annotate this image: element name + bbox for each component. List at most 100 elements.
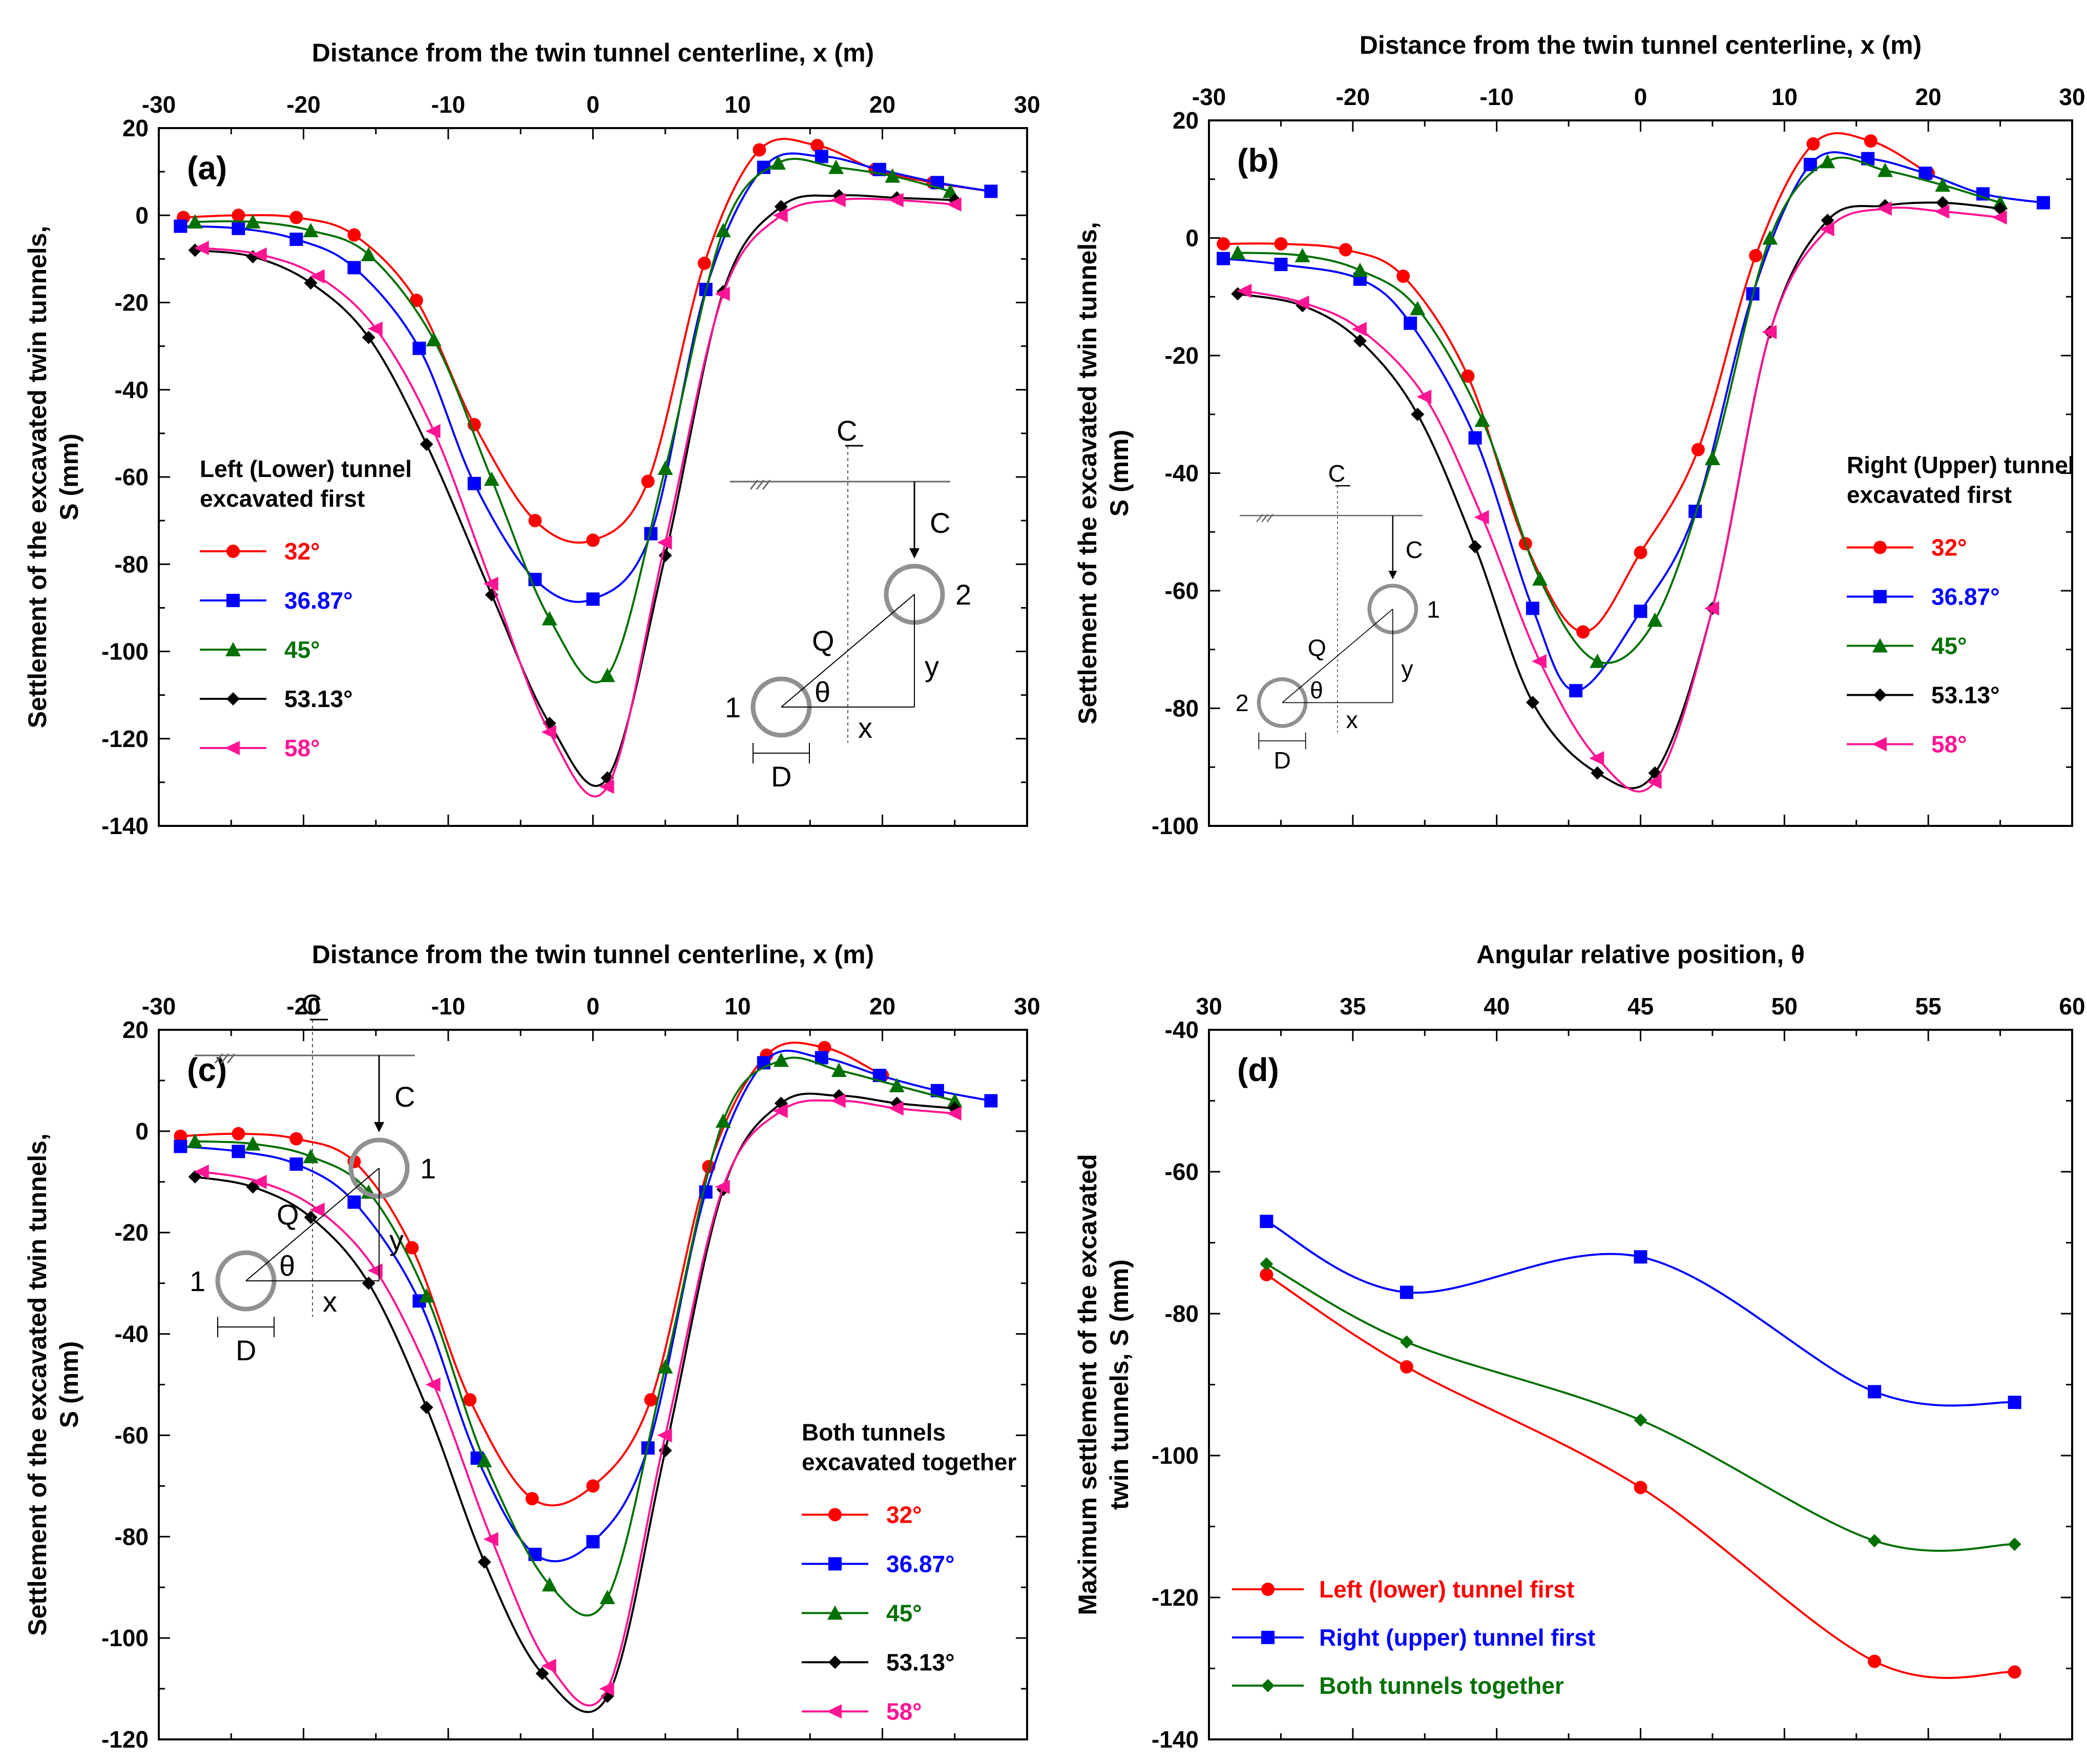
legend: Left (Lower) tunnel excavated first 32° 36.… xyxy=(200,455,412,761)
panel-b: -30 -20 -10 0 10 20 30-100-80-60-40-20020Dista… xyxy=(1073,31,2085,839)
y-axis-title-line1: Maximum settlement of the excavated xyxy=(1073,1154,1102,1615)
x-tick-label: 0 xyxy=(587,993,600,1020)
data-point xyxy=(1934,204,1950,219)
data-point xyxy=(541,1658,556,1673)
data-point xyxy=(1634,546,1647,559)
data-point xyxy=(174,1129,187,1143)
legend-entry-label: 53.13° xyxy=(284,686,353,712)
data-point xyxy=(361,246,377,261)
y-tick-label: -80 xyxy=(1165,1300,1199,1327)
legend-swatch-marker xyxy=(828,1557,842,1571)
data-point xyxy=(1704,450,1720,465)
x-tick-label: 60 xyxy=(2059,993,2085,1020)
legend-swatch-marker xyxy=(1261,1679,1275,1692)
data-point xyxy=(309,1202,325,1217)
data-point xyxy=(1531,654,1547,669)
panel-label: (c) xyxy=(187,1051,227,1088)
legend-entry-label: 53.13° xyxy=(1931,682,2000,709)
y-tick-label: -120 xyxy=(1152,1584,1199,1611)
x-tick-label: 50 xyxy=(1771,993,1798,1020)
data-point xyxy=(1351,322,1367,337)
x-tick-label: 30 xyxy=(1014,993,1040,1020)
theta-label: θ xyxy=(279,1250,295,1282)
data-point xyxy=(425,424,441,439)
panel-a: -30 -20 -10 0 10 20 30-140-120-100-80-60-40-20… xyxy=(23,38,1040,839)
data-point xyxy=(1864,134,1877,148)
series-Left-lower-tunnel-first xyxy=(1260,1268,2021,1679)
y-tick-label: -100 xyxy=(101,638,149,665)
series-45 xyxy=(187,1052,963,1616)
legend: Both tunnels excavated together 32° 36.87° 4… xyxy=(802,1419,1016,1725)
data-point xyxy=(1339,243,1352,257)
data-point xyxy=(2036,196,2050,210)
data-point xyxy=(586,1479,600,1493)
x-tick-label: -20 xyxy=(1336,84,1370,110)
cover-arrow xyxy=(909,548,920,558)
data-point xyxy=(586,533,600,547)
data-point xyxy=(1918,167,1932,180)
data-point xyxy=(1237,283,1252,298)
x-tick-label: 30 xyxy=(1196,993,1222,1020)
y-tick-label: -100 xyxy=(101,1625,149,1651)
legend-title: excavated together xyxy=(802,1448,1016,1475)
y-tick-label: -140 xyxy=(101,813,149,839)
data-point xyxy=(483,1532,498,1547)
x-tick-label: 10 xyxy=(724,91,750,118)
series-36-87 xyxy=(174,150,998,606)
y-tick-label: -60 xyxy=(1165,577,1199,604)
data-point xyxy=(289,211,303,224)
legend-swatch-marker xyxy=(1872,638,1888,653)
x-tick-label: -20 xyxy=(286,91,320,118)
data-point xyxy=(1868,1654,1882,1668)
data-point xyxy=(1876,201,1892,216)
data-point xyxy=(657,535,672,550)
data-point xyxy=(362,330,375,344)
data-point xyxy=(1468,431,1482,445)
data-point xyxy=(1868,1385,1882,1399)
data-point xyxy=(1353,334,1367,348)
series-line xyxy=(180,1049,991,1563)
y-label: y xyxy=(1401,656,1413,682)
data-point xyxy=(599,779,614,794)
legend-entry-label: 45° xyxy=(284,636,320,663)
data-point xyxy=(412,341,426,355)
data-point xyxy=(409,294,423,307)
data-point xyxy=(1260,1268,1274,1281)
legend-swatch-marker xyxy=(1261,1583,1275,1596)
x-axis-title: Distance from the twin tunnel centerline… xyxy=(312,940,874,969)
data-point xyxy=(818,1041,831,1054)
data-point xyxy=(463,1393,477,1407)
data-point xyxy=(1295,247,1310,262)
data-point xyxy=(753,143,766,157)
data-point xyxy=(1762,230,1778,245)
series-line xyxy=(180,1042,883,1507)
data-point xyxy=(303,1149,319,1164)
series-36-87 xyxy=(174,1049,998,1563)
series-Right-upper-tunnel-first xyxy=(1260,1214,2021,1409)
data-point xyxy=(2008,1665,2021,1679)
x-tick-label: 35 xyxy=(1340,993,1366,1020)
data-point xyxy=(644,1393,658,1407)
legend-swatch-marker xyxy=(1873,590,1887,604)
series-58 xyxy=(1237,201,2007,793)
x-tick-label: -30 xyxy=(1192,84,1226,110)
y-tick-label: -60 xyxy=(1165,1158,1199,1185)
y-axis-title-line2: twin tunnels, S (mm) xyxy=(1105,1259,1134,1510)
x-label: x xyxy=(1346,707,1358,733)
y-axis-title-line1: Settlement of the excavated twin tunnels… xyxy=(23,1133,52,1636)
x-tick-label: 0 xyxy=(587,91,600,118)
q-line xyxy=(245,1168,380,1281)
q-label: Q xyxy=(812,625,834,657)
y-tick-label: 20 xyxy=(122,1016,149,1043)
legend-swatch-marker xyxy=(225,642,241,656)
legend: Left (lower) tunnel first Right (upper) t… xyxy=(1232,1576,1595,1699)
x-tick-label: 10 xyxy=(1771,84,1798,110)
data-point xyxy=(1868,1534,1882,1548)
data-point xyxy=(419,1288,434,1303)
series-line xyxy=(1266,1220,2015,1407)
data-point xyxy=(1532,571,1548,586)
legend-title: Right (Upper) tunnel xyxy=(1847,452,2075,479)
upper-tunnel-number: 1 xyxy=(420,1152,436,1185)
d-label: D xyxy=(236,1334,256,1366)
data-point xyxy=(1820,154,1835,169)
